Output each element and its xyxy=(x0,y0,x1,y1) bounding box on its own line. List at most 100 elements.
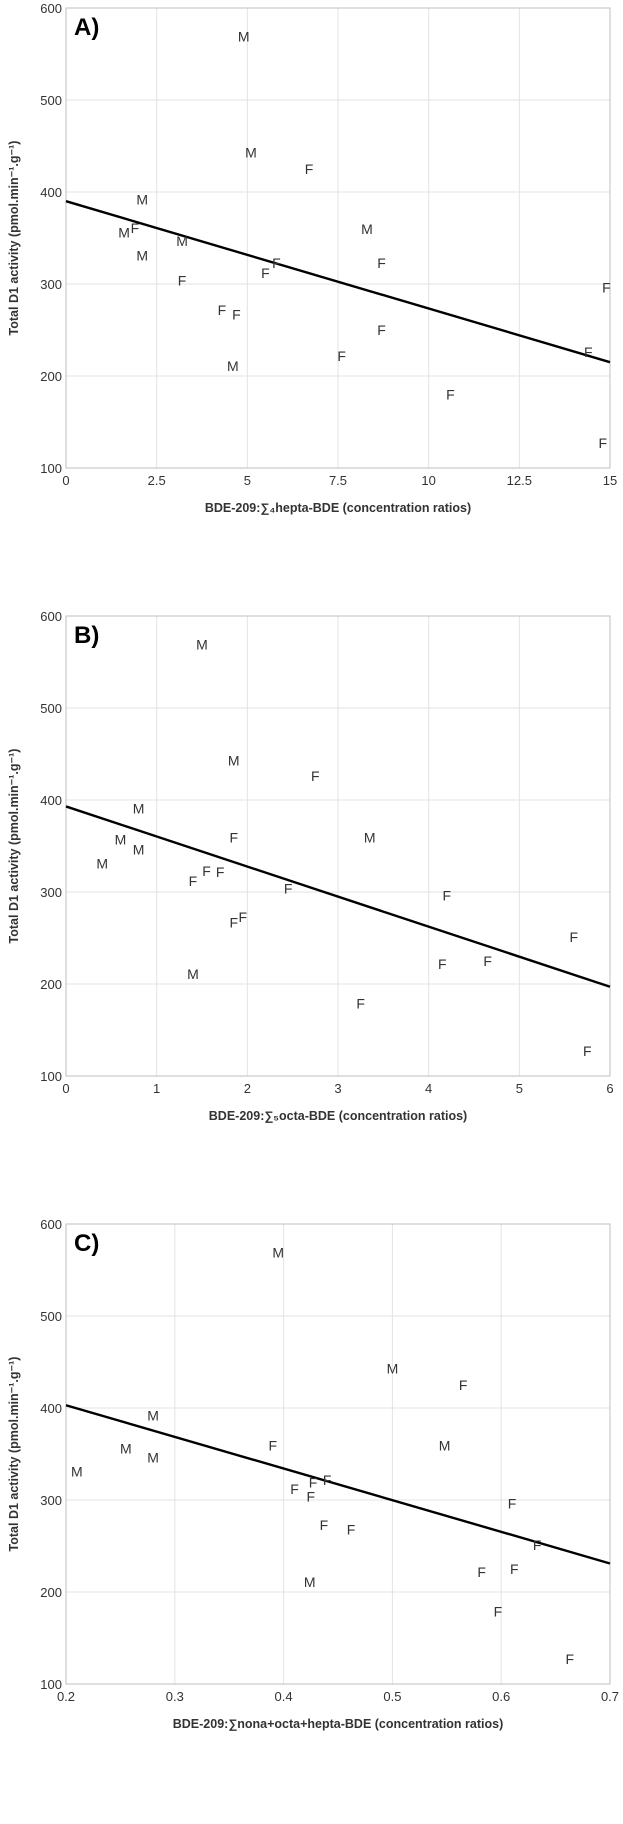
y-tick-label: 600 xyxy=(40,1,62,16)
data-point-male: M xyxy=(136,191,148,207)
x-tick-label: 0 xyxy=(62,1081,69,1096)
data-point-female: F xyxy=(284,880,293,896)
data-point-female: F xyxy=(239,909,248,925)
y-tick-label: 100 xyxy=(40,1677,62,1692)
data-point-female: F xyxy=(598,435,607,451)
data-point-male: M xyxy=(245,144,257,160)
data-point-female: F xyxy=(377,255,386,271)
data-point-male: M xyxy=(133,842,145,858)
x-tick-label: 15 xyxy=(603,473,617,488)
y-tick-label: 300 xyxy=(40,1493,62,1508)
data-point-male: M xyxy=(118,224,130,240)
data-point-female: F xyxy=(178,272,187,288)
y-tick-label: 300 xyxy=(40,885,62,900)
data-point-male: M xyxy=(196,637,208,653)
x-tick-label: 0 xyxy=(62,473,69,488)
y-tick-label: 200 xyxy=(40,1585,62,1600)
chart-panel-c: 100 200 300 400 500 600 0.2 0.3 0.4 0.5 0.6 0.7 BDE-… xyxy=(0,1216,623,1824)
y-tick-label: 100 xyxy=(40,461,62,476)
x-axis-title: BDE-209:∑₄hepta-BDE (concentration ratio… xyxy=(205,501,471,515)
data-point-female: F xyxy=(533,1537,542,1553)
data-point-female: F xyxy=(510,1561,519,1577)
x-tick-label: 0.6 xyxy=(492,1689,510,1704)
panel-label-b: B) xyxy=(74,622,99,649)
x-tick-label: 0.2 xyxy=(57,1689,75,1704)
regression-line xyxy=(65,805,611,988)
y-tick-label: 400 xyxy=(40,793,62,808)
data-point-female: F xyxy=(508,1496,517,1512)
data-point-male: M xyxy=(115,832,127,848)
data-point-female: F xyxy=(202,863,211,879)
regression-line xyxy=(65,200,611,364)
data-point-female: F xyxy=(323,1472,332,1488)
y-axis-title: Total D1 activity (pmol.min⁻¹.g⁻¹) xyxy=(7,749,21,944)
data-point-female: F xyxy=(131,220,140,236)
y-axis-title: Total D1 activity (pmol.min⁻¹.g⁻¹) xyxy=(7,141,21,336)
regression-line xyxy=(65,1404,611,1565)
x-tick-label: 5 xyxy=(516,1081,523,1096)
data-point-female: F xyxy=(320,1517,329,1533)
data-point-female: F xyxy=(229,914,238,930)
y-tick-label: 200 xyxy=(40,977,62,992)
data-point-male: M xyxy=(387,1360,399,1376)
plot-frame xyxy=(65,615,611,1077)
x-tick-label: 0.7 xyxy=(601,1689,619,1704)
y-tick-label: 100 xyxy=(40,1069,62,1084)
data-point-male: M xyxy=(364,830,376,846)
data-point-female: F xyxy=(446,386,455,402)
chart-panel-a: 100 200 300 400 500 600 0 2.5 5 7.5 10 12.5 15 BDE-20… xyxy=(0,0,623,608)
y-tick-label: 400 xyxy=(40,1401,62,1416)
chart-panel-b: 100 200 300 400 500 600 0 1 2 3 4 5 6 BDE-209:∑₅octa-… xyxy=(0,608,623,1216)
panel-label-c: C) xyxy=(74,1230,99,1257)
data-point-male: M xyxy=(304,1574,316,1590)
x-tick-label: 7.5 xyxy=(329,473,347,488)
data-point-female: F xyxy=(438,956,447,972)
scatter-chart-b: 100 200 300 400 500 600 0 1 2 3 4 5 6 BDE-209:∑₅octa-… xyxy=(7,609,614,1123)
x-tick-label: 2 xyxy=(244,1081,251,1096)
x-tick-label: 3 xyxy=(334,1081,341,1096)
data-point-female: F xyxy=(565,1651,574,1667)
scatter-chart-c: 100 200 300 400 500 600 0.2 0.3 0.4 0.5 0.6 0.7 BDE-… xyxy=(7,1217,619,1731)
data-point-male: M xyxy=(361,221,373,237)
data-point-male: M xyxy=(136,247,148,263)
x-tick-label: 0.4 xyxy=(275,1689,293,1704)
data-point-female: F xyxy=(311,768,320,784)
data-point-female: F xyxy=(569,929,578,945)
scatter-chart-a: 100 200 300 400 500 600 0 2.5 5 7.5 10 12.5 15 BDE-20… xyxy=(7,1,617,515)
y-tick-label: 400 xyxy=(40,185,62,200)
y-tick-label: 600 xyxy=(40,1217,62,1232)
data-point-male: M xyxy=(272,1245,284,1261)
data-point-male: M xyxy=(133,800,145,816)
data-point-female: F xyxy=(337,348,346,364)
x-tick-label: 0.5 xyxy=(383,1689,401,1704)
data-point-female: F xyxy=(309,1475,318,1491)
plot-frame xyxy=(65,1223,611,1685)
y-tick-label: 200 xyxy=(40,369,62,384)
data-point-male: M xyxy=(187,966,199,982)
data-point-male: M xyxy=(439,1438,451,1454)
data-point-female: F xyxy=(584,344,593,360)
data-point-male: M xyxy=(147,1450,159,1466)
data-point-female: F xyxy=(483,953,492,969)
data-point-female: F xyxy=(494,1603,503,1619)
x-tick-label: 6 xyxy=(606,1081,613,1096)
data-point-female: F xyxy=(229,830,238,846)
data-point-male: M xyxy=(96,855,108,871)
plot-frame xyxy=(65,7,611,469)
y-axis-title: Total D1 activity (pmol.min⁻¹.g⁻¹) xyxy=(7,1357,21,1552)
x-axis-title: BDE-209:∑₅octa-BDE (concentration ratios… xyxy=(209,1109,467,1123)
data-point-male: M xyxy=(238,29,250,45)
data-point-female: F xyxy=(477,1564,486,1580)
y-tick-label: 500 xyxy=(40,701,62,716)
data-point-female: F xyxy=(189,873,198,889)
x-tick-label: 4 xyxy=(425,1081,432,1096)
data-point-female: F xyxy=(443,888,452,904)
x-tick-label: 12.5 xyxy=(507,473,532,488)
data-point-female: F xyxy=(459,1377,468,1393)
data-point-male: M xyxy=(228,752,240,768)
data-point-female: F xyxy=(347,1521,356,1537)
data-point-female: F xyxy=(268,1438,277,1454)
x-tick-label: 0.3 xyxy=(166,1689,184,1704)
data-point-female: F xyxy=(261,265,270,281)
y-tick-label: 500 xyxy=(40,1309,62,1324)
